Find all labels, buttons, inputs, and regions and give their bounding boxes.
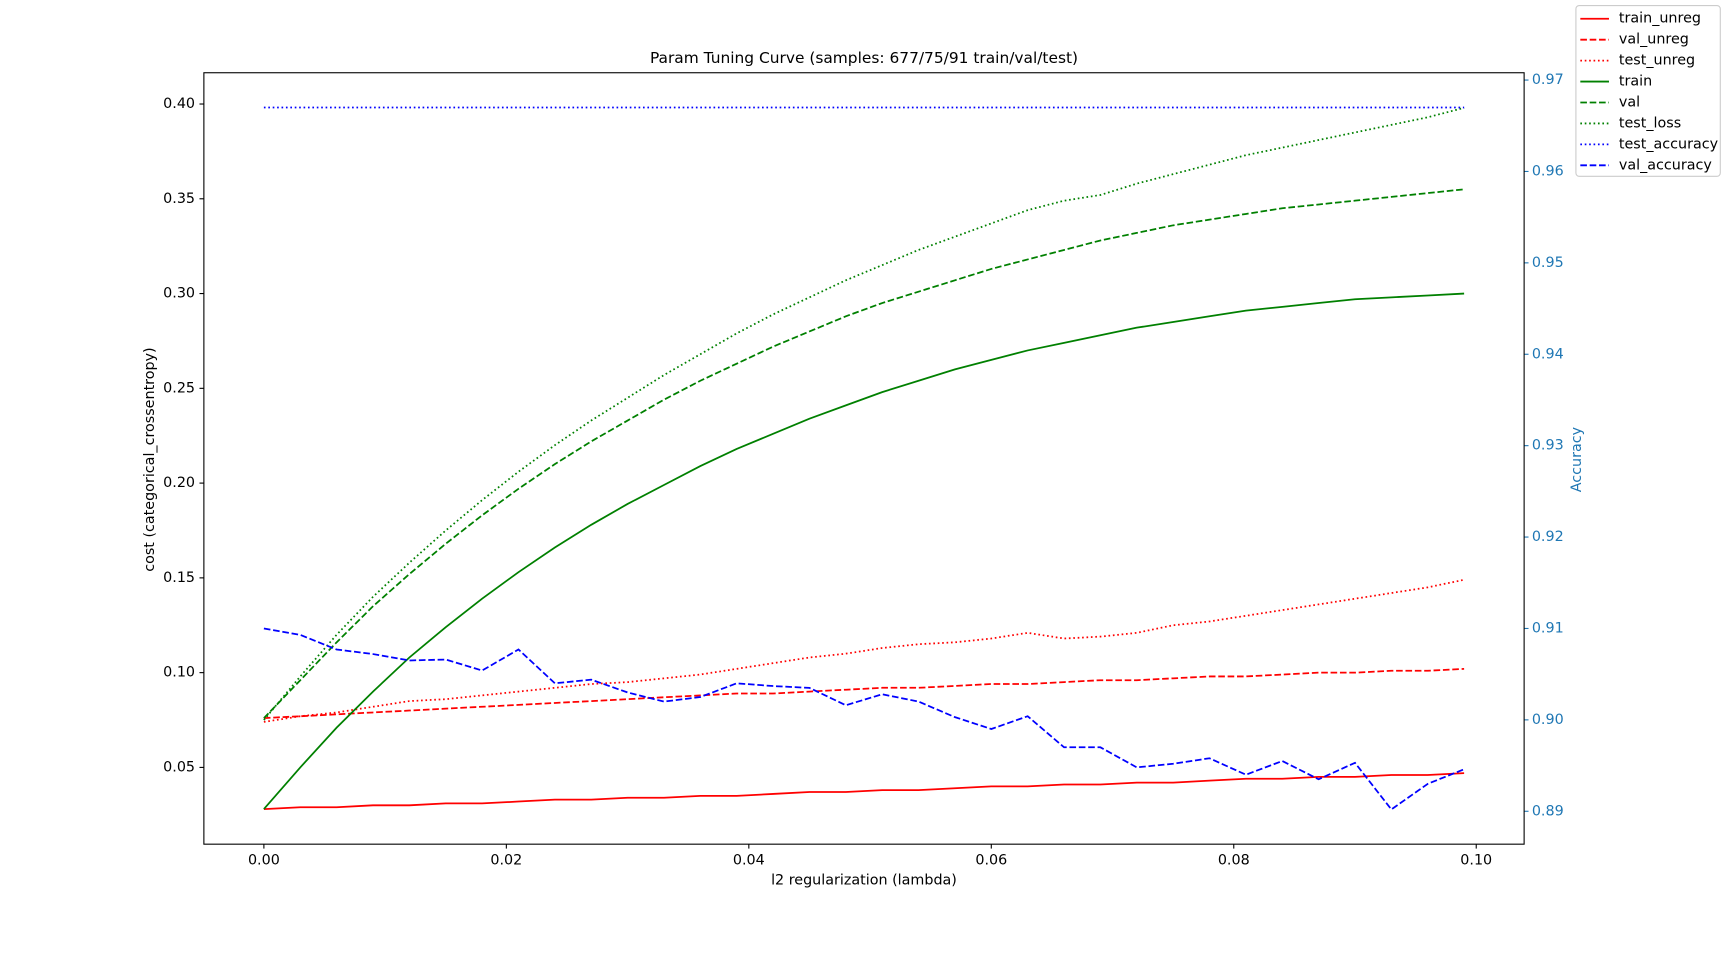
y-tick-label: 0.25 (163, 380, 195, 396)
legend-label: test_accuracy (1619, 136, 1719, 152)
x-tick-label: 0.10 (1460, 853, 1492, 869)
legend-label: test_loss (1619, 115, 1681, 131)
series-line (263, 667, 1465, 720)
series-line (263, 772, 1465, 810)
y2-tick-label: 0.96 (1532, 163, 1564, 179)
legend-label: train (1619, 74, 1652, 90)
y2-tick-label: 0.97 (1532, 72, 1564, 88)
chart-title: Param Tuning Curve (samples: 677/75/91 t… (650, 49, 1078, 67)
y-tick-label: 0.20 (163, 475, 195, 491)
x-tick-label: 0.04 (733, 853, 765, 869)
x-tick-label: 0.06 (975, 853, 1007, 869)
y-tick-label: 0.35 (163, 191, 195, 207)
series-line (263, 188, 1465, 719)
legend-label: test_unreg (1619, 53, 1695, 69)
legend-label: val_unreg (1619, 32, 1689, 48)
y-tick-label: 0.30 (163, 286, 195, 302)
y2-tick-label: 0.89 (1532, 803, 1564, 819)
x-tick-label: 0.02 (490, 853, 522, 869)
y2-axis-label: Accuracy (1569, 426, 1585, 492)
series-line (263, 292, 1465, 810)
y-tick-label: 0.15 (163, 570, 195, 586)
y-tick-label: 0.40 (163, 96, 195, 112)
y-tick-label: 0.10 (163, 665, 195, 681)
legend-label: train_unreg (1619, 11, 1701, 27)
y2-tick-label: 0.93 (1532, 438, 1564, 454)
legend-label: val_accuracy (1619, 157, 1712, 173)
y2-tick-label: 0.95 (1532, 255, 1564, 271)
y2-tick-label: 0.92 (1532, 529, 1564, 545)
legend-box (1575, 4, 1721, 177)
x-axis-label: l2 regularization (lambda) (771, 873, 957, 889)
series-line (263, 106, 1465, 721)
x-tick-label: 0.00 (248, 853, 280, 869)
legend-label: val (1619, 95, 1640, 111)
y2-tick-label: 0.90 (1532, 712, 1564, 728)
y2-tick-label: 0.94 (1532, 346, 1564, 362)
x-tick-label: 0.08 (1218, 853, 1250, 869)
y-axis-label: cost (categorical_crossentropy) (142, 347, 158, 571)
y-tick-label: 0.05 (163, 759, 195, 775)
y2-tick-label: 0.91 (1532, 620, 1564, 636)
plot-frame (203, 72, 1525, 845)
series-line (263, 578, 1465, 723)
